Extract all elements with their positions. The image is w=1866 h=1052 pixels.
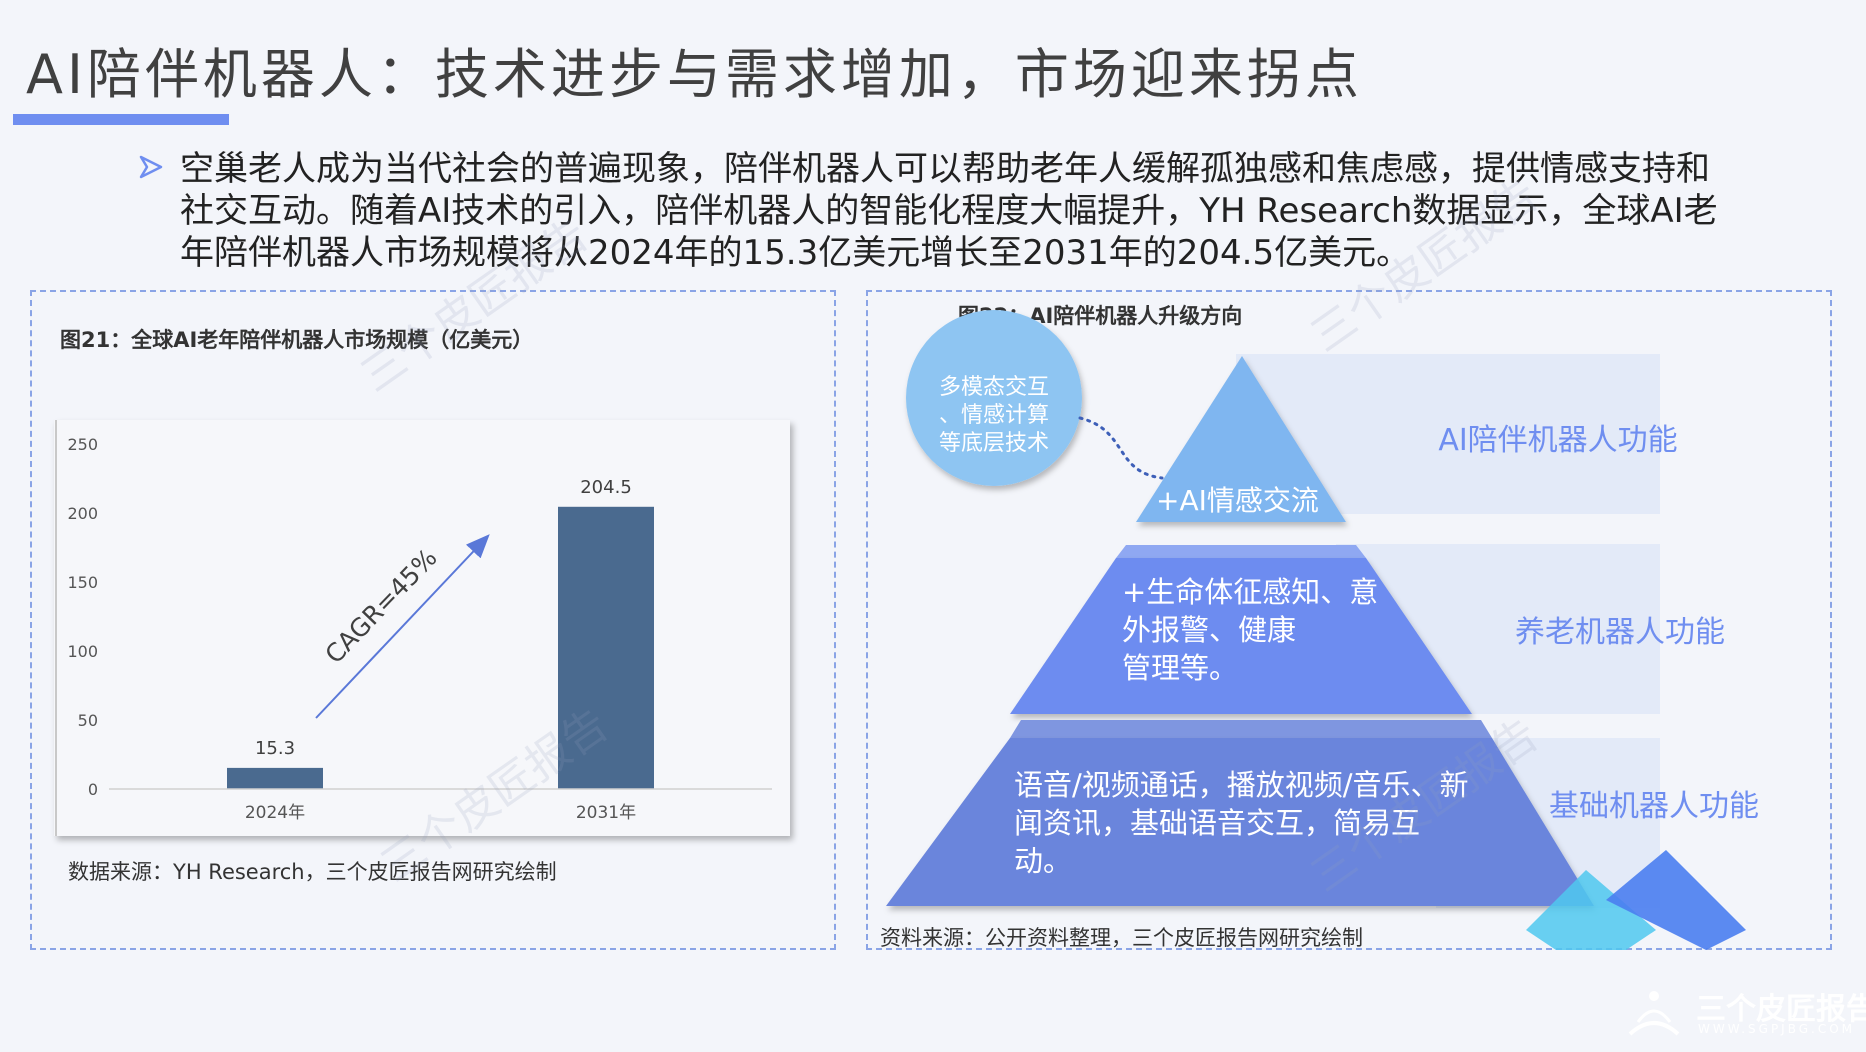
pyramid-mid-tier-cap (1116, 545, 1366, 558)
figure21-chart: 0 50 100 150 200 250 15.3 2024年 204.5 2031年 CAGR… (54, 420, 790, 836)
figure22-source: 资料来源：公开资料整理，三个皮匠报告网研究绘制 (880, 926, 1363, 950)
tier-mid-text-line-2: 外报警、健康 (1122, 613, 1296, 647)
y-tick-label: 250 (67, 435, 98, 454)
figure22-panel (866, 290, 1832, 950)
y-tick-label: 100 (67, 642, 98, 661)
tier-bottom-text-line-1: 语音/视频通话，播放视频/音乐、新 (1014, 768, 1469, 802)
tier-bottom-text-line-2: 闻资讯，基础语音交互，简易互 (1014, 806, 1420, 840)
y-tick-label: 200 (67, 504, 98, 523)
pyramid-mid-tier (1010, 558, 1472, 714)
arrow-bullet-icon (139, 155, 163, 179)
tier-bottom-label: 基础机器人功能 (1549, 789, 1759, 824)
page-title: AI陪伴机器人：技术进步与需求增加，市场迎来拐点 (26, 43, 1363, 106)
pyramid-diagram: 多模态交互 、情感计算 等底层技术 +AI情感交流 +生命体征感知、意 外报警、… (886, 310, 1759, 950)
bar-value-label: 15.3 (255, 738, 295, 759)
figure21-panel (30, 290, 836, 950)
logo-name: 三个皮匠报告 (1696, 992, 1866, 1027)
bar (227, 767, 323, 789)
x-category-label: 2031年 (576, 803, 636, 823)
circle-connector (1078, 416, 1164, 480)
intro-text: 空巢老人成为当代社会的普遍现象，陪伴机器人可以帮助老年人缓解孤独感和焦虑感，提供… (180, 149, 1718, 273)
pyramid-bottom-tier-cap (1010, 720, 1492, 738)
cagr-arrow (315, 534, 490, 719)
logo-url: WWW.SGPJBG.COM (1698, 1022, 1856, 1036)
logo-shape-2 (1606, 850, 1746, 950)
logo-icon (1628, 991, 1680, 1036)
x-category-label: 2024年 (245, 803, 305, 823)
circle-text-line-2: 、情感计算 (939, 403, 1049, 428)
bar (558, 506, 654, 789)
title-underline (13, 114, 229, 125)
tier-top-text: +AI情感交流 (1156, 484, 1319, 517)
brand-logo: 三个皮匠报告 WWW.SGPJBG.COM (1624, 980, 1866, 1044)
tier-top-label: AI陪伴机器人功能 (1438, 423, 1677, 458)
circle-text-line-3: 等底层技术 (939, 431, 1049, 456)
figure21-source: 数据来源：YH Research，三个皮匠报告网研究绘制 (68, 860, 557, 884)
y-tick-label: 150 (67, 573, 98, 592)
bar-value-label: 204.5 (580, 477, 632, 498)
pyramid-top-tier (1136, 356, 1346, 522)
intro-bullet: 空巢老人成为当代社会的普遍现象，陪伴机器人可以帮助老年人缓解孤独感和焦虑感，提供… (138, 148, 1728, 274)
logo-shape-1 (1526, 870, 1656, 950)
tier-mid-text-line-3: 管理等。 (1122, 651, 1238, 685)
tier-mid-label: 养老机器人功能 (1515, 615, 1725, 650)
circle-text-line-1: 多模态交互 (939, 375, 1049, 400)
y-tick-label: 50 (78, 711, 98, 730)
y-tick-label: 0 (88, 780, 98, 799)
figure21-title: 图21：全球AI老年陪伴机器人市场规模（亿美元） (60, 328, 534, 352)
tier-mid-text-line-1: +生命体征感知、意 (1122, 575, 1378, 609)
pyramid-bottom-tier (886, 738, 1594, 906)
tech-circle (906, 310, 1082, 486)
tier-bottom-text-line-3: 动。 (1014, 844, 1072, 878)
